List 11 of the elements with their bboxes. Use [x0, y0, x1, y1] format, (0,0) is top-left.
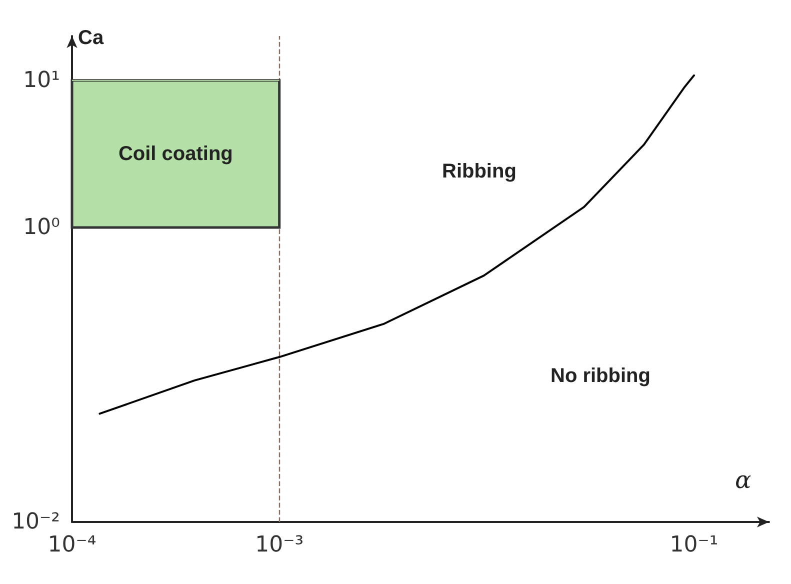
x-tick-label: 10⁻³: [255, 532, 304, 558]
y-tick-label: 10⁰: [23, 215, 60, 240]
x-axis-title: α: [735, 466, 752, 494]
text: Coil coating: [118, 142, 233, 165]
y-axis-title: Ca: [78, 27, 104, 49]
y-tick-label: 10⁻²: [12, 510, 60, 534]
annotation: No ribbing: [550, 364, 650, 387]
x-tick-label: 10⁻¹: [670, 532, 718, 558]
annotation: Ribbing: [442, 160, 516, 182]
x-tick-label: 10⁻⁴: [48, 532, 96, 558]
y-tick-label: 10¹: [23, 68, 60, 93]
